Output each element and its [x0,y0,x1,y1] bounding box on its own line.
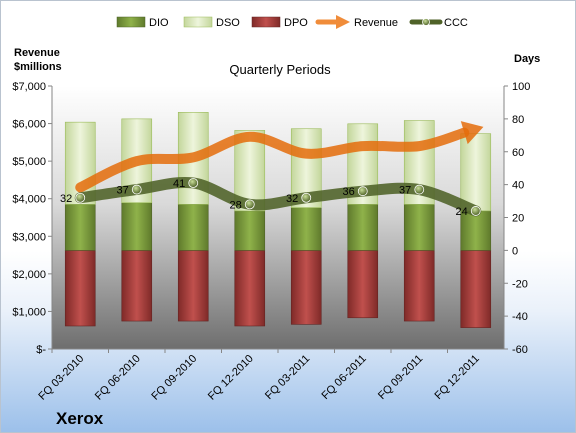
right-tick-label: 100 [512,81,530,93]
bar-dio [234,210,266,251]
ccc-point [131,184,142,195]
bar-dio [121,202,153,251]
legend-label-revenue: Revenue [354,17,398,29]
x-tick-label: FQ 09-2011 [376,353,425,402]
ccc-point [414,184,425,195]
left-tick-label: $5,000 [12,156,46,168]
ccc-data-label: 32 [60,193,72,205]
revenue-layer [75,121,484,193]
bar-dpo [177,250,209,322]
bar-dso [460,133,492,212]
x-tick-label: FQ 09-2010 [149,353,199,403]
plot-area [52,86,504,349]
right-tick-label: 40 [512,180,524,192]
bar-dpo [290,250,322,325]
left-tick-label: $7,000 [12,81,46,93]
bar-dio [347,204,379,251]
legend-label-ccc: CCC [444,17,468,29]
left-tick-label: $4,000 [12,194,46,206]
bar-dpo [460,250,492,328]
bar-dio [290,207,322,251]
ccc-data-label: 24 [456,206,468,218]
ccc-data-label: 37 [117,185,129,197]
legend-swatch-dso [183,16,213,28]
left-tick-label: $6,000 [12,119,46,131]
bar-dio [64,204,96,251]
x-tick-label: FQ 12-2010 [206,353,256,403]
right-tick-label: 0 [512,245,518,257]
right-tick-label: 80 [512,114,524,126]
legend: DIO DSO DPO Revenue CCC [116,15,468,29]
x-tick-label: FQ 06-2011 [319,353,368,402]
legend-label-dso: DSO [216,17,240,29]
ccc-data-label: 37 [399,185,411,197]
revenue-arrowhead [460,121,484,145]
legend-label-dpo: DPO [284,17,308,29]
bar-dpo [403,250,435,322]
right-tick-label: 20 [512,213,524,225]
right-tick-label: -40 [512,311,528,323]
right-axis-title: Days [514,53,540,65]
bar-dpo [234,250,266,327]
ccc-data-label: 32 [286,193,298,205]
right-tick-label: 60 [512,147,524,159]
x-tick-label: FQ 12-2011 [432,353,481,402]
ccc-point [188,178,199,188]
left-tick-label: $- [36,344,46,356]
ccc-point [470,206,481,216]
chart-title: Quarterly Periods [229,62,331,77]
left-tick-label: $1,000 [12,306,46,318]
bar-dio [403,204,435,251]
left-tick-label: $2,000 [12,269,46,281]
bar-dpo [121,250,153,322]
ccc-data-label: 28 [230,199,242,211]
right-tick-label: -60 [512,344,528,356]
legend-swatch-dio [116,16,146,28]
left-axis-title-line2: $millions [14,61,62,73]
revenue-line [75,127,470,193]
x-tick-label: FQ 06-2010 [93,353,143,403]
x-tick-label: FQ 03-2011 [263,353,312,402]
company-label: Xerox [56,409,104,428]
ccc-data-label: 41 [173,178,185,190]
ccc-layer: 32 37 41 28 32 36 37 24 [60,176,482,218]
ccc-point [244,199,255,210]
ccc-point [75,192,86,203]
legend-label-dio: DIO [149,17,169,29]
ccc-data-label: 36 [343,186,355,198]
bar-dio [460,210,492,251]
bar-dpo [347,250,379,319]
ccc-point [357,186,368,197]
legend-swatch-revenue-arrow [336,15,350,29]
ccc-point [301,192,312,203]
bar-dpo [64,250,96,327]
left-tick-label: $3,000 [12,231,46,243]
x-tick-label: FQ 03-2010 [36,353,86,403]
left-axis-title-line1: Revenue [14,47,60,59]
right-tick-label: -20 [512,278,528,290]
legend-swatch-dpo [251,16,281,28]
legend-swatch-ccc-dot [422,18,430,26]
bar-dio [177,204,209,251]
